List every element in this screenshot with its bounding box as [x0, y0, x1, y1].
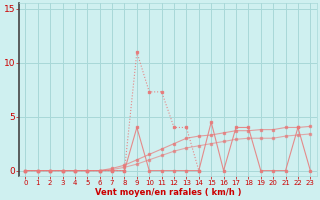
X-axis label: Vent moyen/en rafales ( km/h ): Vent moyen/en rafales ( km/h ): [95, 188, 241, 197]
